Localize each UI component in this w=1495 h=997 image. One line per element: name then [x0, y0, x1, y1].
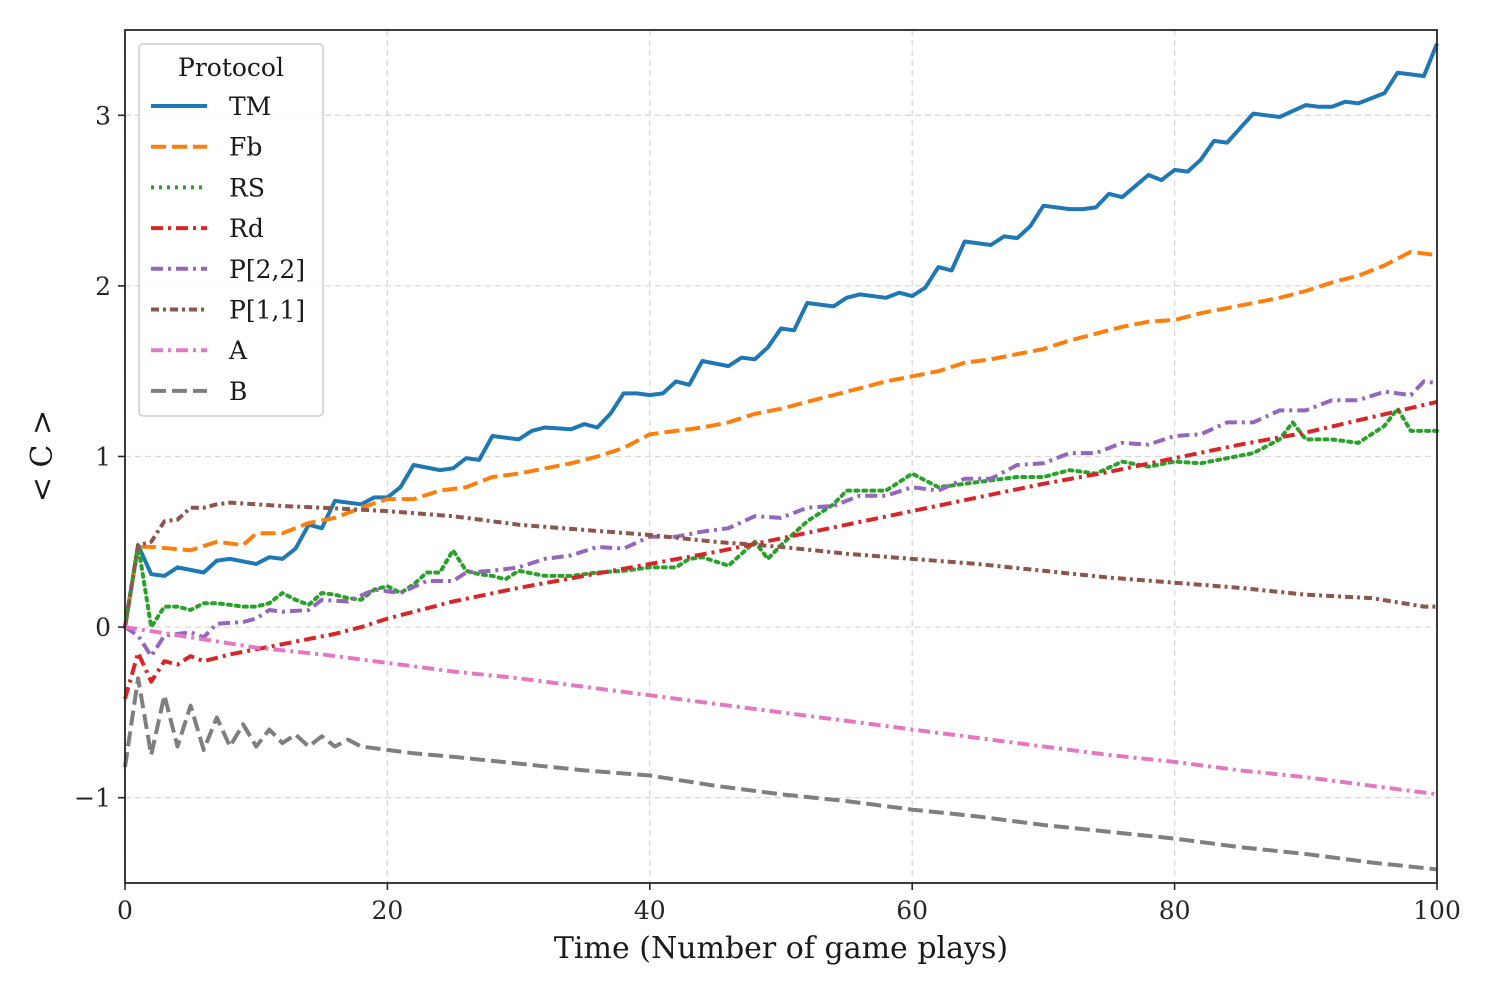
legend-box — [138, 43, 324, 417]
series-line-6 — [124, 625, 1438, 797]
series-line-1 — [123, 249, 1438, 628]
x-tick-label: 60 — [896, 896, 928, 925]
series-line-4 — [123, 379, 1438, 659]
legend-label: B — [229, 377, 247, 406]
legend-label: A — [228, 336, 248, 365]
legend-label: Rd — [229, 214, 264, 243]
x-tick-label: 0 — [117, 896, 133, 925]
series-line-0 — [123, 42, 1439, 628]
y-tick-label: 1 — [95, 443, 111, 472]
series-line-5 — [123, 500, 1437, 628]
legend-title: Protocol — [178, 53, 284, 82]
axis-ticks: 0 20 40 60 80 100 −1 0 1 2 3 — [74, 101, 1461, 925]
legend-label: P[1,1] — [229, 296, 305, 325]
y-tick-label: 3 — [95, 101, 111, 130]
legend-label: P[2,2] — [229, 255, 305, 284]
legend-label: Fb — [229, 133, 262, 162]
legend-label: TM — [229, 92, 271, 121]
x-tick-label: 40 — [634, 896, 666, 925]
y-tick-label: 0 — [95, 613, 111, 642]
x-tick-label: 80 — [1159, 896, 1191, 925]
series-line-3 — [123, 399, 1438, 700]
x-axis-label: Time (Number of game plays) — [554, 931, 1008, 966]
series-lines — [123, 42, 1439, 872]
y-axis-label: < C > — [25, 410, 60, 502]
series-line-7 — [123, 676, 1438, 872]
y-tick-label: −1 — [74, 784, 111, 813]
series-line-2 — [123, 406, 1439, 630]
y-tick-label: 2 — [95, 272, 111, 301]
legend-label: RS — [229, 173, 265, 202]
x-tick-label: 100 — [1413, 896, 1461, 925]
x-tick-label: 20 — [371, 896, 403, 925]
legend: Protocol TM Fb RS Rd P[2,2] P[1,1] AB — [138, 43, 324, 417]
